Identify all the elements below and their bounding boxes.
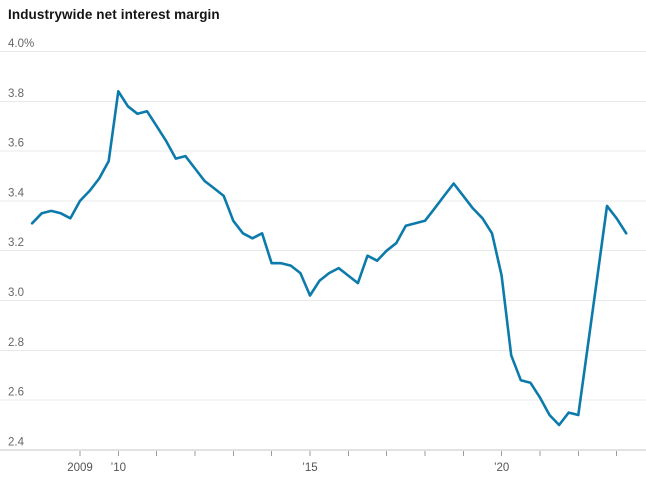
x-axis-label: ’20 <box>494 462 509 474</box>
y-axis-label: 3.2 <box>8 237 24 249</box>
y-axis-label: 2.6 <box>8 387 24 399</box>
x-axis-labels: 2009 ’10 ’15 ’20 <box>67 462 509 474</box>
y-axis-label: 3.4 <box>8 187 25 199</box>
chart-title: Industrywide net interest margin <box>8 7 220 22</box>
x-axis-label: ’15 <box>302 462 317 474</box>
y-axis-label: 3.0 <box>8 287 24 299</box>
x-axis-label: ’10 <box>111 462 126 474</box>
y-axis-label: 4.0% <box>8 38 34 50</box>
x-axis-label: 2009 <box>67 462 93 474</box>
y-axis-label: 2.4 <box>8 436 25 448</box>
y-axis-label: 2.8 <box>8 337 24 349</box>
y-axis-label: 3.6 <box>8 138 24 150</box>
gridlines <box>0 51 646 451</box>
x-axis-ticks <box>79 450 618 456</box>
y-axis-labels: 4.0% 3.8 3.6 3.4 3.2 3.0 2.8 2.6 2.4 <box>8 38 34 448</box>
nim-line-series <box>30 90 628 427</box>
y-axis-label: 3.8 <box>8 88 24 100</box>
